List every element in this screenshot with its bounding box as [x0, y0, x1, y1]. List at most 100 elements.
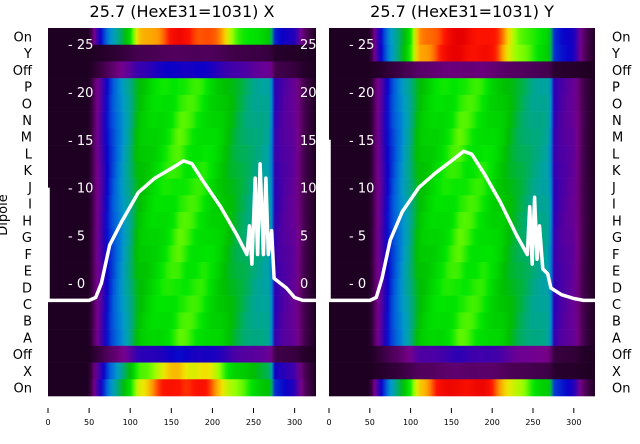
- row-label: A: [23, 332, 32, 347]
- row-label: B: [23, 315, 32, 330]
- row-label: On: [612, 30, 630, 45]
- heatmap-row: [48, 128, 316, 146]
- heatmap-row: [48, 78, 316, 96]
- heatmap-row: [48, 61, 316, 79]
- y-axis-label: Dipole: [0, 194, 11, 235]
- row-label: N: [22, 114, 32, 129]
- heatmap-row: [48, 245, 316, 263]
- heatmap-row: [48, 295, 316, 313]
- heatmap-row: [48, 212, 316, 230]
- heatmap-row: [48, 145, 316, 163]
- y-tick-label-right: 15: [300, 134, 317, 149]
- row-label: H: [22, 214, 32, 229]
- row-label: K: [23, 164, 32, 179]
- y-tick-label: - 0: [68, 277, 85, 292]
- heatmap-row: [329, 161, 595, 179]
- row-label: M: [612, 131, 623, 146]
- y-tick-label: - 5: [68, 229, 85, 244]
- row-label: On: [14, 382, 32, 397]
- row-label: X: [23, 365, 32, 380]
- x-tick-label: 50: [365, 418, 375, 427]
- panel-x: 25.7 (HexE31=1031) X Dipole On Y Off PONMLK…: [0, 2, 317, 427]
- heatmap: [48, 28, 316, 397]
- x-tick-label: 250: [525, 418, 540, 427]
- heatmap-row: [48, 262, 316, 280]
- y-tick-label: - 15: [349, 134, 374, 149]
- heatmap-row: [48, 28, 316, 46]
- heatmap-row: [329, 262, 595, 280]
- row-label: O: [612, 97, 622, 112]
- row-label: H: [612, 214, 622, 229]
- x-tick-label: 250: [246, 418, 261, 427]
- y-tick-label-right: 5: [300, 229, 308, 244]
- row-label: M: [21, 131, 32, 146]
- heatmap-row: [48, 178, 316, 196]
- heatmap-row: [48, 195, 316, 213]
- heatmap-row: [329, 94, 595, 112]
- heatmap-row: [329, 128, 595, 146]
- heatmap-row: [48, 44, 316, 62]
- profile-line: [329, 139, 595, 303]
- x-tick-label: 100: [403, 418, 418, 427]
- heatmap-row: [48, 161, 316, 179]
- y-tick-label-right: 10: [300, 182, 317, 197]
- heatmap-row: [48, 379, 316, 397]
- row-label: L: [612, 148, 620, 163]
- x-tick-label: 0: [45, 418, 50, 427]
- x-tick-label: 50: [84, 418, 94, 427]
- heatmap-row: [48, 228, 316, 246]
- y-tick-label: - 0: [349, 277, 366, 292]
- y-tick-label: - 25: [349, 38, 374, 53]
- row-label: Off: [612, 348, 632, 363]
- heatmap-row: [329, 195, 595, 213]
- y-tick-label-right: 0: [300, 277, 308, 292]
- y-tick-label: - 10: [68, 182, 93, 197]
- profile-line: [48, 159, 316, 303]
- heatmap-row: [329, 78, 595, 96]
- chart-title-x: 25.7 (HexE31=1031) X: [90, 2, 275, 21]
- heatmap-row: [329, 312, 595, 330]
- panel-y: 25.7 (HexE31=1031) Y On Y Off PONMLKJIHGFED…: [326, 2, 632, 427]
- row-label: O: [22, 97, 32, 112]
- heatmap: [329, 28, 595, 397]
- row-label: P: [24, 81, 32, 96]
- heatmap-row: [329, 362, 595, 380]
- heatmap-row: [48, 312, 316, 330]
- row-label: K: [612, 164, 621, 179]
- heatmap-row: [48, 278, 316, 296]
- row-label: G: [612, 231, 622, 246]
- y-tick-label: - 5: [349, 229, 366, 244]
- row-label: N: [612, 114, 622, 129]
- heatmap-row: [329, 278, 595, 296]
- heatmap-row: [329, 212, 595, 230]
- heatmap-row: [329, 379, 595, 397]
- row-label: L: [25, 148, 33, 163]
- row-label: Off: [13, 348, 33, 363]
- row-label: C: [612, 298, 621, 313]
- y-tick-label-right: 25: [300, 38, 317, 53]
- y-tick-label: - 25: [68, 38, 93, 53]
- heatmap-row: [329, 245, 595, 263]
- heatmap-row: [329, 329, 595, 347]
- row-label: G: [22, 231, 32, 246]
- heatmap-row: [329, 111, 595, 129]
- row-label: C: [23, 298, 32, 313]
- x-tick-label: 150: [444, 418, 459, 427]
- y-tick-label: - 10: [349, 182, 374, 197]
- row-label: Off: [13, 64, 33, 79]
- panel-gap: [316, 28, 329, 396]
- row-label: J: [611, 181, 616, 196]
- row-label: E: [24, 265, 32, 280]
- row-label: On: [612, 382, 630, 397]
- y-tick-label: - 20: [68, 86, 93, 101]
- row-label: P: [612, 81, 620, 96]
- heatmap-row: [48, 362, 316, 380]
- heatmap-row: [329, 28, 595, 46]
- row-label: F: [612, 248, 619, 263]
- heatmap-row: [329, 295, 595, 313]
- heatmap-row: [329, 345, 595, 363]
- y-tick-label: - 20: [349, 86, 374, 101]
- row-label: J: [27, 181, 32, 196]
- row-label: D: [612, 281, 622, 296]
- x-tick-label: 0: [326, 418, 331, 427]
